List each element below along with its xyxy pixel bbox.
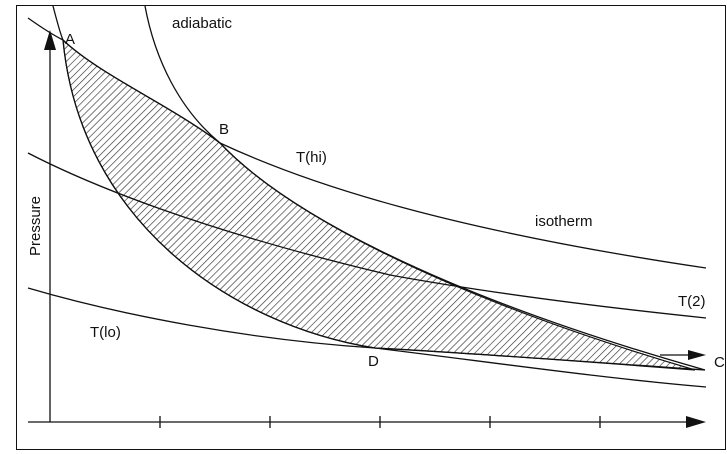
label-point-b: B bbox=[219, 121, 229, 138]
isotherm-t-hi bbox=[27, 17, 707, 269]
volume-arrowhead bbox=[688, 350, 706, 360]
label-t-lo: T(lo) bbox=[90, 324, 121, 341]
isotherm-t-2 bbox=[27, 152, 707, 319]
diagram-frame bbox=[16, 5, 726, 450]
label-t-2: T(2) bbox=[678, 293, 706, 310]
label-point-a: A bbox=[65, 31, 75, 48]
label-x-axis-partial: C bbox=[714, 354, 725, 371]
label-y-axis: Pressure bbox=[27, 196, 44, 256]
adiabatic-curve-outer bbox=[144, 5, 706, 371]
x-axis-ticks bbox=[159, 416, 601, 428]
label-adiabatic: adiabatic bbox=[172, 15, 233, 32]
label-point-d: D bbox=[368, 353, 379, 370]
label-isotherm: isotherm bbox=[535, 213, 593, 230]
hatched-work-region bbox=[62, 38, 696, 371]
x-axis-arrowhead bbox=[686, 416, 706, 428]
isotherm-t-lo bbox=[27, 287, 707, 388]
label-t-hi: T(hi) bbox=[296, 149, 327, 166]
y-axis-arrowhead bbox=[44, 30, 56, 50]
